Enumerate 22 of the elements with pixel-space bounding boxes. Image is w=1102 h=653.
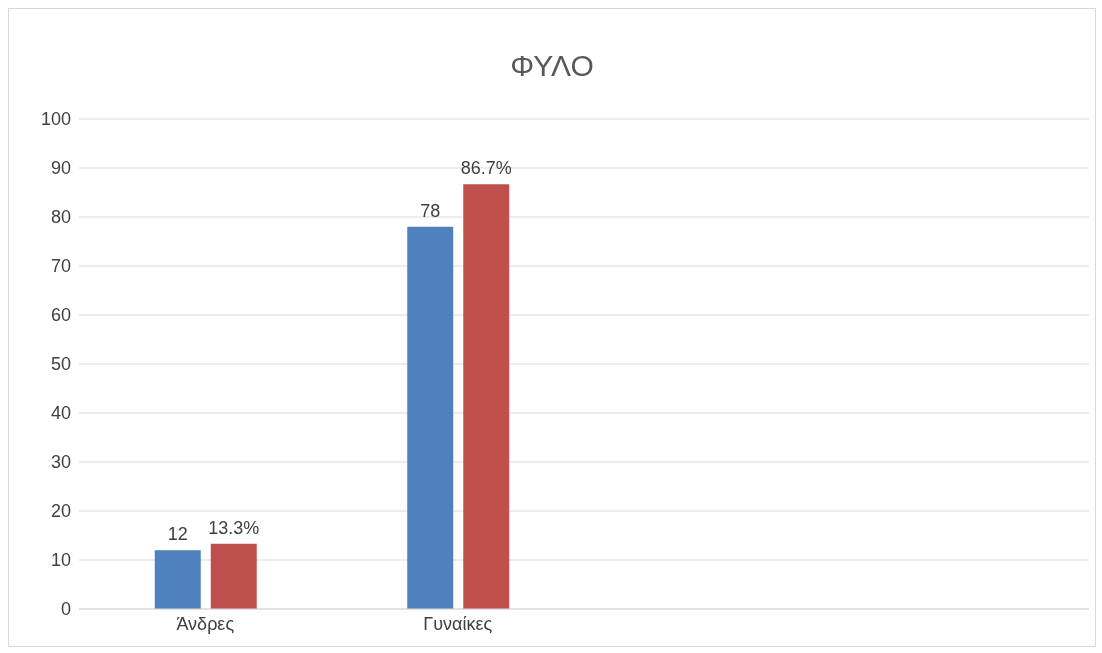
x-tick-label: Γυναίκες [423,613,493,634]
data-label: 13.3% [208,517,260,538]
y-tick-label: 70 [50,256,71,277]
bar [407,226,454,609]
y-tick-label: 80 [50,207,71,228]
y-tick-label: 30 [50,452,71,473]
y-tick-label: 20 [50,501,71,522]
data-label: 78 [420,200,441,221]
bar [210,543,257,609]
y-tick-label: 0 [60,599,71,620]
bar [154,550,201,609]
y-tick-label: 60 [50,305,71,326]
y-tick-label: 100 [40,109,71,130]
chart-title: ΦΥΛΟ [509,49,595,84]
y-tick-label: 40 [50,403,71,424]
x-tick-label: Άνδρες [176,613,235,634]
data-label: 86.7% [460,158,512,179]
data-label: 12 [167,524,188,545]
y-tick-label: 50 [50,354,71,375]
y-tick-label: 90 [50,158,71,179]
bar [463,184,510,609]
y-tick-label: 10 [50,550,71,571]
